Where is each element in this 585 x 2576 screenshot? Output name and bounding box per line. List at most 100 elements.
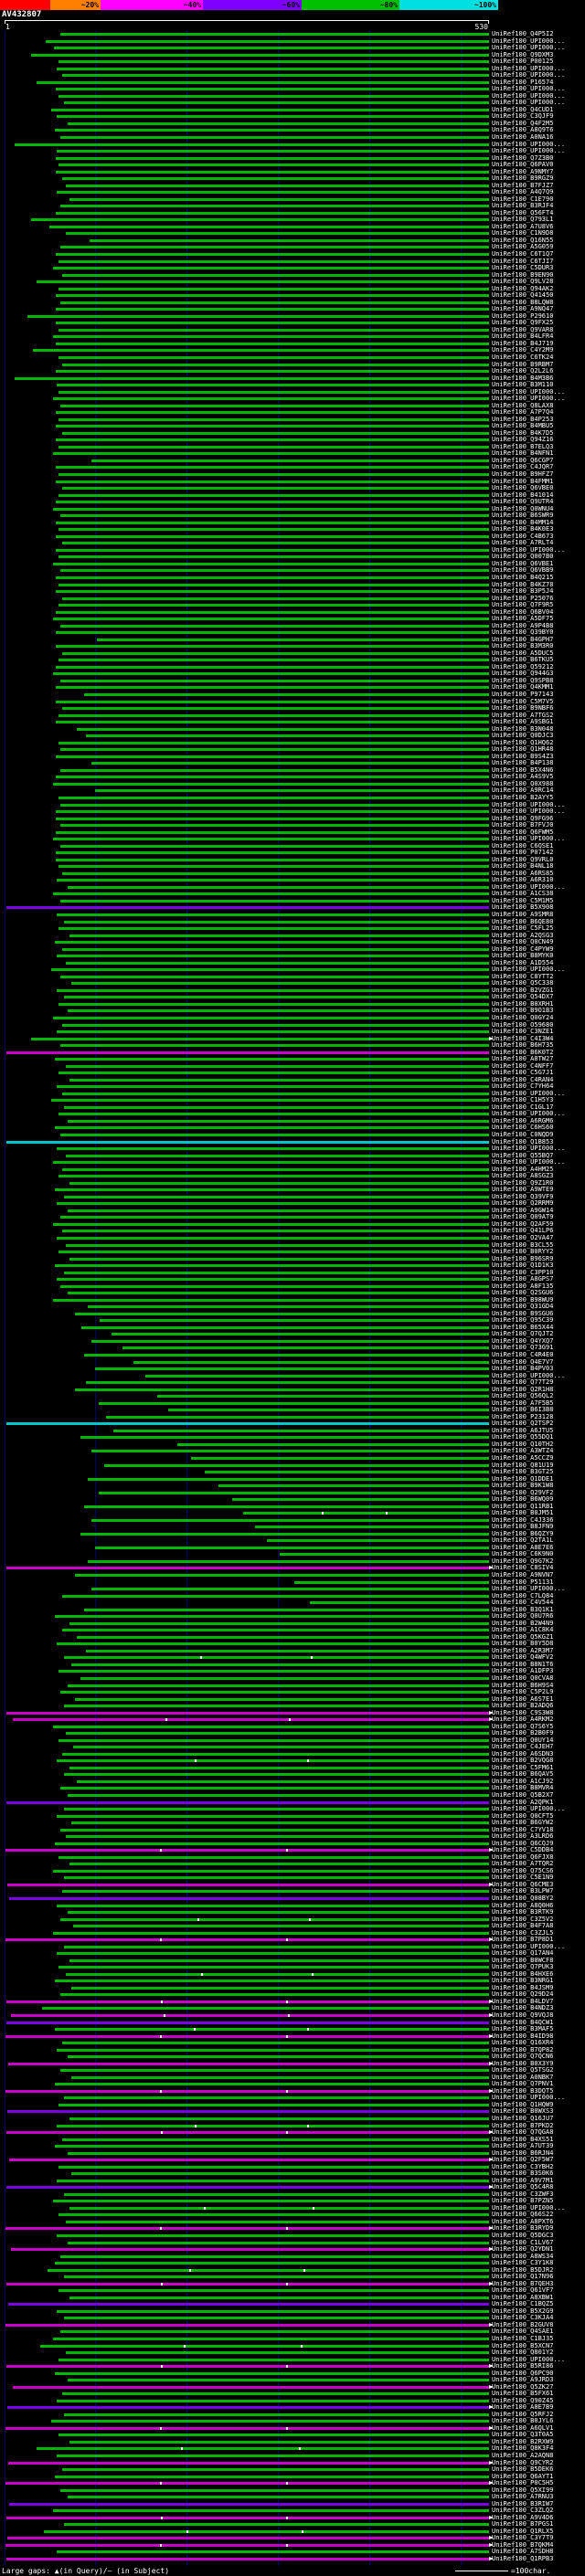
hit-bar[interactable] — [64, 920, 489, 924]
hit-bar[interactable] — [11, 2248, 489, 2252]
hit-bar[interactable] — [95, 1367, 489, 1371]
hit-label[interactable]: UniRef100_Q2YDN1 — [492, 2245, 554, 2254]
hit-bar[interactable] — [42, 2007, 489, 2011]
hit-bar[interactable] — [62, 363, 489, 366]
hit-bar[interactable] — [56, 645, 489, 649]
hit-label[interactable]: UniRef100_B0Y5D8 — [492, 1640, 554, 1648]
hit-bar[interactable] — [6, 2186, 489, 2190]
hit-label[interactable]: UniRef100_B8MYK0 — [492, 952, 554, 960]
hit-bar[interactable] — [64, 1876, 489, 1880]
hit-label[interactable]: UniRef100_C3ZWF3 — [492, 2190, 554, 2198]
hit-bar[interactable] — [58, 417, 489, 421]
hit-label[interactable]: UniRef100_Q4CUD1 — [492, 105, 554, 113]
hit-bar[interactable] — [64, 1773, 489, 1777]
hit-bar[interactable] — [64, 2523, 489, 2527]
hit-bar[interactable] — [60, 1044, 489, 1048]
hit-label[interactable]: UniRef100_Q56QL2 — [492, 1392, 554, 1400]
hit-label[interactable]: UniRef100_Q793L1 — [492, 216, 554, 224]
hit-bar[interactable] — [62, 487, 489, 491]
hit-label[interactable]: UniRef100_B9SGU6 — [492, 1309, 554, 1317]
hit-bar[interactable] — [71, 1663, 489, 1666]
hit-bar[interactable] — [75, 1388, 489, 1391]
hit-label[interactable]: UniRef100_Q1B853 — [492, 1137, 554, 1145]
hit-label[interactable]: UniRef100_B7QKM4 — [492, 2540, 554, 2549]
hit-label[interactable]: UniRef100_Q7QJT2 — [492, 1330, 554, 1338]
hit-label[interactable]: UniRef100_P07142 — [492, 849, 554, 857]
hit-label[interactable]: UniRef100_Q0CVA8 — [492, 1673, 554, 1682]
hit-bar[interactable] — [91, 459, 489, 462]
hit-bar[interactable] — [58, 2358, 489, 2361]
hit-label[interactable]: UniRef100_C1GL17 — [492, 1103, 554, 1111]
hit-bar[interactable] — [75, 1574, 489, 1577]
hit-label[interactable]: UniRef100_UPI000... — [492, 1158, 566, 1167]
hit-label[interactable]: UniRef100_UPI000... — [492, 64, 566, 72]
hit-label[interactable]: UniRef100_A7P7Q4 — [492, 408, 554, 417]
hit-bar[interactable] — [86, 1649, 489, 1652]
hit-label[interactable]: UniRef100_B3S0K6 — [492, 2170, 554, 2178]
hit-label[interactable]: UniRef100_Q5DGC3 — [492, 2232, 554, 2239]
hit-bar[interactable] — [60, 824, 489, 828]
hit-label[interactable]: UniRef100_A1CJ92 — [492, 1777, 554, 1785]
hit-bar[interactable] — [64, 2412, 489, 2416]
hit-label[interactable]: UniRef100_Q1D1K3 — [492, 1262, 554, 1270]
hit-bar[interactable] — [62, 1230, 489, 1233]
hit-bar[interactable] — [73, 1925, 489, 1928]
hit-bar[interactable] — [56, 170, 489, 174]
hit-bar[interactable] — [56, 501, 489, 504]
hit-label[interactable]: UniRef100_Q75CS6 — [492, 1866, 554, 1874]
hit-label[interactable]: UniRef100_B3RIW7 — [492, 2499, 554, 2507]
hit-bar[interactable] — [5, 2227, 489, 2231]
hit-bar[interactable] — [205, 1471, 489, 1474]
hit-label[interactable]: UniRef100_Q5C338 — [492, 979, 554, 987]
hit-label[interactable]: UniRef100_Q1HQW9 — [492, 2100, 554, 2108]
hit-label[interactable]: UniRef100_A6SDN3 — [492, 1749, 554, 1758]
hit-bar[interactable] — [168, 1409, 489, 1412]
hit-bar[interactable] — [56, 88, 489, 91]
hit-bar[interactable] — [11, 2014, 489, 2017]
hit-bar[interactable] — [57, 191, 489, 195]
hit-label[interactable]: UniRef100_B2GUV8 — [492, 2320, 554, 2328]
hit-bar[interactable] — [7, 2110, 489, 2114]
hit-label[interactable]: UniRef100_B6I3B8 — [492, 1406, 554, 1414]
hit-label[interactable]: UniRef100_B9S4Z3 — [492, 752, 554, 760]
hit-label[interactable]: UniRef100_A2QSG3 — [492, 931, 554, 939]
hit-bar[interactable] — [56, 534, 489, 538]
hit-bar[interactable] — [57, 955, 489, 958]
hit-label[interactable]: UniRef100_B4PV03 — [492, 1365, 554, 1373]
hit-label[interactable]: UniRef100_C5FL25 — [492, 924, 554, 933]
hit-label[interactable]: UniRef100_Q17N96 — [492, 2273, 554, 2281]
hit-label[interactable]: UniRef100_A9NQ47 — [492, 305, 554, 313]
hit-label[interactable]: UniRef100_B6QE80 — [492, 917, 554, 925]
hit-label[interactable]: UniRef100_B4K7D5 — [492, 428, 554, 437]
hit-label[interactable]: UniRef100_B6H735 — [492, 1041, 554, 1050]
hit-bar[interactable] — [56, 665, 489, 669]
hit-bar[interactable] — [66, 1732, 489, 1736]
hit-label[interactable]: UniRef100_B0WXS3 — [492, 2107, 554, 2116]
hit-label[interactable]: UniRef100_C5M7V5 — [492, 697, 554, 705]
hit-bar[interactable] — [5, 2426, 489, 2430]
hit-label[interactable]: UniRef100_B6WQ09 — [492, 1495, 554, 1504]
hit-label[interactable]: UniRef100_B6SWR9 — [492, 512, 554, 520]
hit-bar[interactable] — [58, 583, 489, 586]
hit-bar[interactable] — [62, 1594, 489, 1598]
hit-bar[interactable] — [60, 975, 489, 978]
hit-bar[interactable] — [62, 74, 489, 78]
hit-label[interactable]: UniRef100_B4XS51 — [492, 2135, 554, 2143]
hit-bar[interactable] — [56, 631, 489, 635]
hit-bar[interactable] — [57, 1030, 489, 1034]
hit-bar[interactable] — [58, 2103, 489, 2106]
hit-bar[interactable] — [15, 143, 489, 146]
hit-label[interactable]: UniRef100_Q6VBE1 — [492, 559, 554, 567]
hit-bar[interactable] — [6, 1711, 489, 1715]
hit-label[interactable]: UniRef100_Q9VQJ8 — [492, 2011, 554, 2019]
hit-label[interactable]: UniRef100_B3CL55 — [492, 1240, 554, 1249]
hit-label[interactable]: UniRef100_A2QPK1 — [492, 1798, 554, 1806]
hit-bar[interactable] — [6, 2557, 489, 2560]
hit-label[interactable]: UniRef100_B5FX61 — [492, 2390, 554, 2398]
hit-label[interactable]: UniRef100_Q5ZK27 — [492, 2382, 554, 2391]
hit-label[interactable]: UniRef100_B4P138 — [492, 759, 554, 767]
hit-label[interactable]: UniRef100_Q2L2L6 — [492, 367, 554, 375]
hit-label[interactable]: UniRef100_B4HXE6 — [492, 1969, 554, 1978]
hit-bar[interactable] — [104, 1463, 489, 1467]
hit-label[interactable]: UniRef100_A8GPS7 — [492, 1275, 554, 1283]
